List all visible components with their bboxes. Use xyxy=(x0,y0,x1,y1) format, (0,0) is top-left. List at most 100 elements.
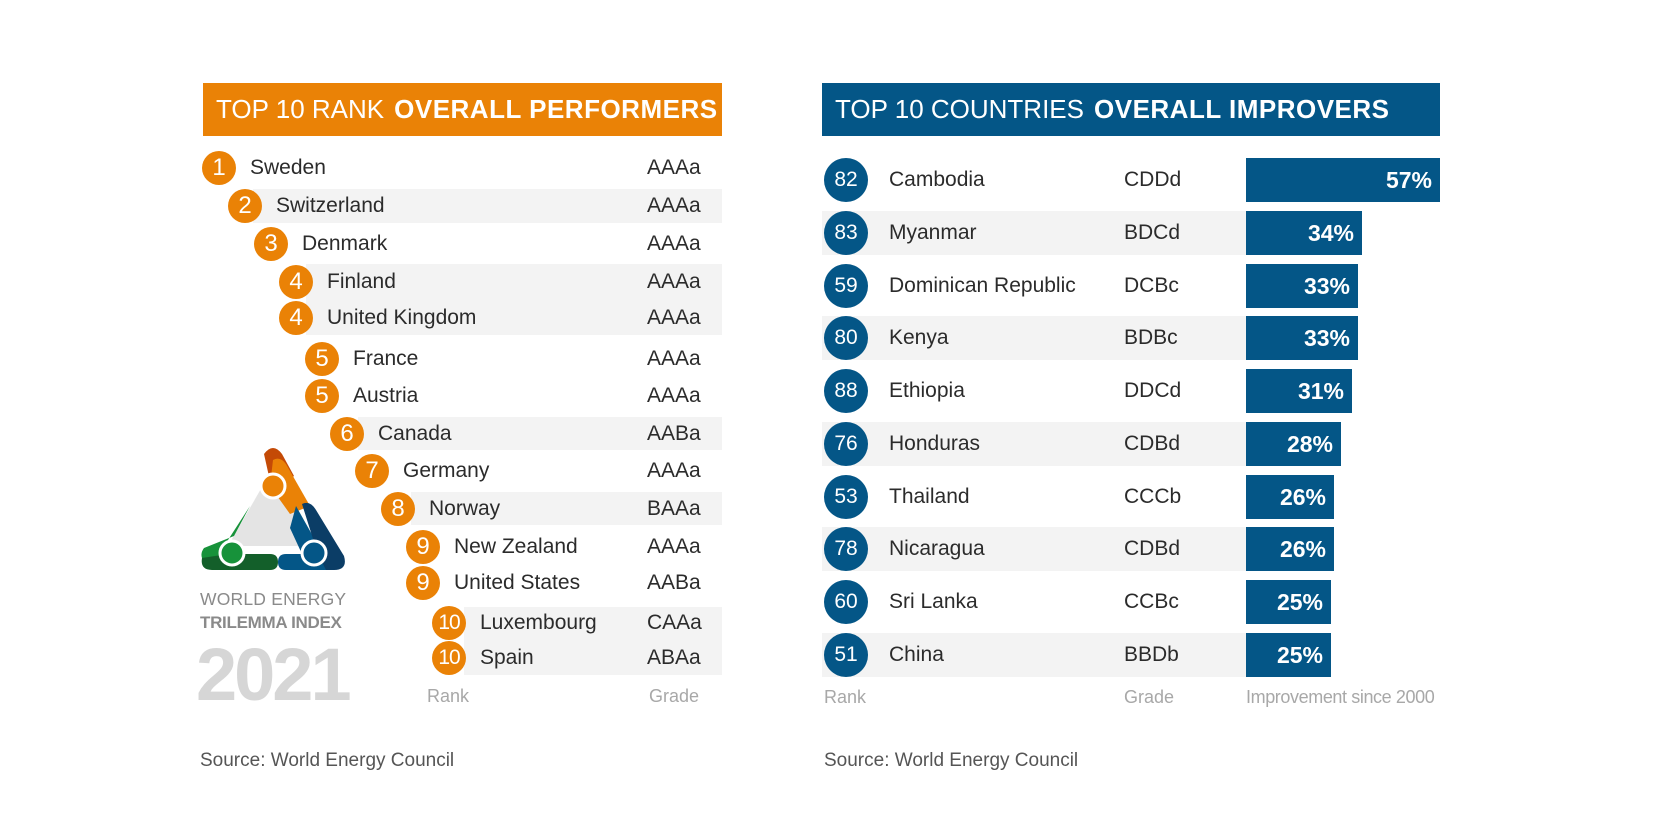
country-name: Sweden xyxy=(250,156,326,179)
improvers-title-bold: OVERALL IMPROVERS xyxy=(1094,94,1390,124)
rank-badge: 6 xyxy=(330,417,364,451)
improvers-axis-label: Improvement since 2000 xyxy=(1246,687,1435,707)
country-name: United Kingdom xyxy=(327,306,477,329)
country-grade: AAAa xyxy=(647,194,701,217)
category-label: Kenya xyxy=(889,326,949,349)
category-label: Dominican Republic xyxy=(889,274,1076,297)
improvers-rank-label: Rank xyxy=(824,687,867,707)
rank-badge: 60 xyxy=(824,580,868,624)
improvers-source: Source: World Energy Council xyxy=(824,750,1079,771)
row-highlight-band xyxy=(253,189,722,223)
country-grade: AAAa xyxy=(647,270,701,293)
country-grade: BBDb xyxy=(1124,643,1179,666)
country-name: Spain xyxy=(480,646,534,669)
country-name: Austria xyxy=(353,384,419,407)
category-label: Honduras xyxy=(889,432,981,455)
rank-badge: 76 xyxy=(824,422,868,466)
country-grade: AABa xyxy=(647,422,701,445)
country-name: Norway xyxy=(429,497,501,520)
country-grade: BDCd xyxy=(1124,221,1181,244)
country-grade: AAAa xyxy=(647,535,701,558)
country-name: New Zealand xyxy=(454,535,578,558)
bar-value-label: 31% xyxy=(1297,378,1344,404)
category-label: China xyxy=(889,643,944,666)
improvers-title-light: TOP 10 COUNTRIES xyxy=(835,94,1084,124)
bar xyxy=(1246,633,1331,677)
performers-header: TOP 10 RANK OVERALL PERFORMERS xyxy=(203,83,722,136)
logo-trilemma-index: TRILEMMA INDEX xyxy=(200,613,342,632)
country-name: Luxembourg xyxy=(480,611,597,634)
bar-value-label: 57% xyxy=(1385,167,1432,193)
country-grade: BDBc xyxy=(1124,326,1178,349)
rank-badge: 51 xyxy=(824,633,868,677)
rank-badge: 3 xyxy=(254,227,288,261)
performers-rank-label: Rank xyxy=(427,686,470,706)
improvers-header: TOP 10 COUNTRIES OVERALL IMPROVERS xyxy=(822,83,1440,136)
bar xyxy=(1246,527,1334,571)
bar xyxy=(1246,422,1341,466)
country-name: Switzerland xyxy=(276,194,385,217)
country-name: United States xyxy=(454,571,581,594)
bar-value-label: 28% xyxy=(1286,431,1333,457)
rank-badge: 1 xyxy=(202,151,236,185)
country-grade: CDDd xyxy=(1124,168,1182,191)
rank-badge: 59 xyxy=(824,264,868,308)
country-grade: AAAa xyxy=(647,384,701,407)
country-grade: DCBc xyxy=(1124,274,1179,297)
rank-badge: 4 xyxy=(279,265,313,299)
country-grade: AAAa xyxy=(647,156,701,179)
country-grade: AABa xyxy=(647,571,701,594)
bar xyxy=(1246,369,1352,413)
bar xyxy=(1246,316,1358,360)
country-grade: CCBc xyxy=(1124,590,1179,613)
bar-value-label: 34% xyxy=(1307,220,1354,246)
performers-source: Source: World Energy Council xyxy=(200,750,455,771)
logo-year: 2021 xyxy=(196,633,352,716)
country-grade: CDBd xyxy=(1124,537,1181,560)
category-label: Cambodia xyxy=(889,168,985,191)
bar-value-label: 25% xyxy=(1276,642,1323,668)
row-highlight-band xyxy=(411,492,722,525)
rank-badge: 80 xyxy=(824,316,868,360)
rank-badge: 5 xyxy=(305,379,339,413)
bar xyxy=(1246,211,1362,255)
bar-value-label: 25% xyxy=(1276,589,1323,615)
rank-badge: 9 xyxy=(406,566,440,600)
category-label: Thailand xyxy=(889,485,970,508)
performers-title-bold: OVERALL PERFORMERS xyxy=(394,94,718,124)
row-highlight-band xyxy=(464,607,722,675)
improvers-grade-label: Grade xyxy=(1124,687,1175,707)
country-name: France xyxy=(353,347,419,370)
rank-badge: 88 xyxy=(824,369,868,413)
bar-value-label: 26% xyxy=(1279,536,1326,562)
performers-title-light: TOP 10 RANK xyxy=(216,94,385,124)
row-highlight-band xyxy=(306,264,722,335)
category-label: Ethiopia xyxy=(889,379,965,402)
bar-value-label: 26% xyxy=(1279,484,1326,510)
bar xyxy=(1246,475,1334,519)
rank-badge: 2 xyxy=(228,189,262,223)
rank-badge: 8 xyxy=(381,492,415,526)
rank-badge: 83 xyxy=(824,211,868,255)
logo-world-energy: WORLD ENERGY xyxy=(200,589,347,609)
rank-badge: 53 xyxy=(824,475,868,519)
performers-grade-label: Grade xyxy=(649,686,700,706)
row-highlight-band xyxy=(822,211,1246,255)
bar-value-label: 33% xyxy=(1303,325,1350,351)
country-name: Finland xyxy=(327,270,396,293)
bar-value-label: 33% xyxy=(1303,273,1350,299)
row-highlight-band xyxy=(822,316,1246,360)
country-grade: CAAa xyxy=(647,611,702,634)
rank-badge: 82 xyxy=(824,158,868,202)
category-label: Nicaragua xyxy=(889,537,985,560)
trilemma-logo-icon xyxy=(201,448,345,570)
country-grade: ABAa xyxy=(647,646,701,669)
country-name: Canada xyxy=(378,422,452,445)
rank-badge: 7 xyxy=(355,454,389,488)
country-grade: AAAa xyxy=(647,459,701,482)
country-grade: AAAa xyxy=(647,347,701,370)
bar xyxy=(1246,264,1358,308)
country-grade: CDBd xyxy=(1124,432,1181,455)
row-highlight-band xyxy=(358,417,722,450)
country-grade: AAAa xyxy=(647,306,701,329)
